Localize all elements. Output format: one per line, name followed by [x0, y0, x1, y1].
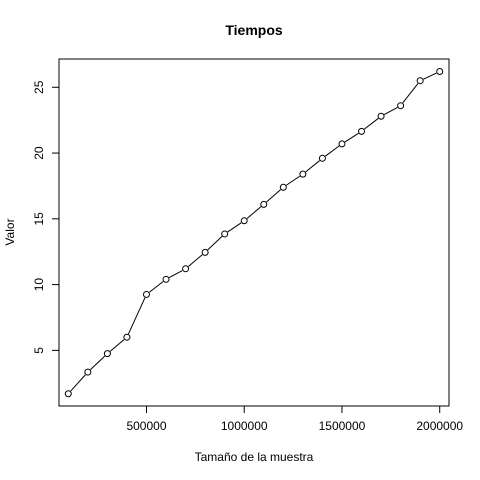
x-axis-label: Tamaño de la muestra: [195, 450, 314, 464]
series-line-segment: [149, 281, 164, 293]
y-tick-label: 10: [32, 278, 46, 292]
data-point: [123, 333, 131, 341]
series-line-segment: [168, 270, 183, 279]
series-line-segment: [90, 355, 106, 370]
x-tick-label: 2000000: [416, 419, 463, 433]
series-line-segment: [246, 206, 262, 219]
x-axis: 500000 1000000 1500000 2000000: [126, 405, 463, 433]
data-point: [338, 140, 346, 148]
data-point: [142, 290, 150, 298]
series-line-segment: [364, 118, 379, 130]
data-point: [221, 230, 229, 238]
series-line-segment: [227, 222, 242, 233]
data-point: [318, 154, 326, 162]
data-point: [64, 390, 72, 398]
series-line-segment: [384, 106, 398, 115]
series-line-segment: [266, 189, 281, 203]
series-line-segment: [325, 145, 340, 157]
data-point: [416, 77, 424, 85]
y-tick-label: 5: [32, 347, 46, 354]
y-axis-label: Valor: [3, 218, 17, 245]
series-line-segment: [188, 254, 203, 267]
chart-title: Tiempos: [225, 22, 283, 38]
y-tick-label: 15: [32, 212, 46, 226]
data-point: [397, 102, 405, 110]
y-axis: 5 10 15 20 25: [32, 80, 60, 354]
data-point: [182, 265, 190, 273]
series-line-segment: [423, 72, 437, 80]
series-line-segment: [70, 374, 86, 392]
series-line-segment: [344, 132, 359, 143]
data-point: [436, 67, 444, 75]
series-line-segment: [207, 236, 223, 251]
y-tick-label: 20: [32, 146, 46, 160]
series-line-segment: [109, 339, 125, 352]
data-point: [103, 350, 111, 358]
series-line-segment: [402, 83, 419, 104]
data-point: [84, 368, 92, 376]
data-point: [240, 217, 248, 225]
data-point: [358, 127, 366, 135]
data-point: [279, 183, 287, 191]
data-point: [201, 248, 209, 256]
data-point: [377, 112, 385, 120]
series-group: [64, 67, 444, 398]
x-tick-label: 1000000: [221, 419, 268, 433]
x-tick-label: 500000: [126, 419, 166, 433]
data-point: [299, 170, 307, 178]
series-line-segment: [286, 175, 301, 186]
data-point: [162, 275, 170, 283]
data-point: [260, 200, 268, 208]
y-tick-label: 25: [32, 80, 46, 94]
series-line-segment: [127, 297, 146, 335]
x-tick-label: 1500000: [319, 419, 366, 433]
series-line-segment: [305, 160, 320, 173]
